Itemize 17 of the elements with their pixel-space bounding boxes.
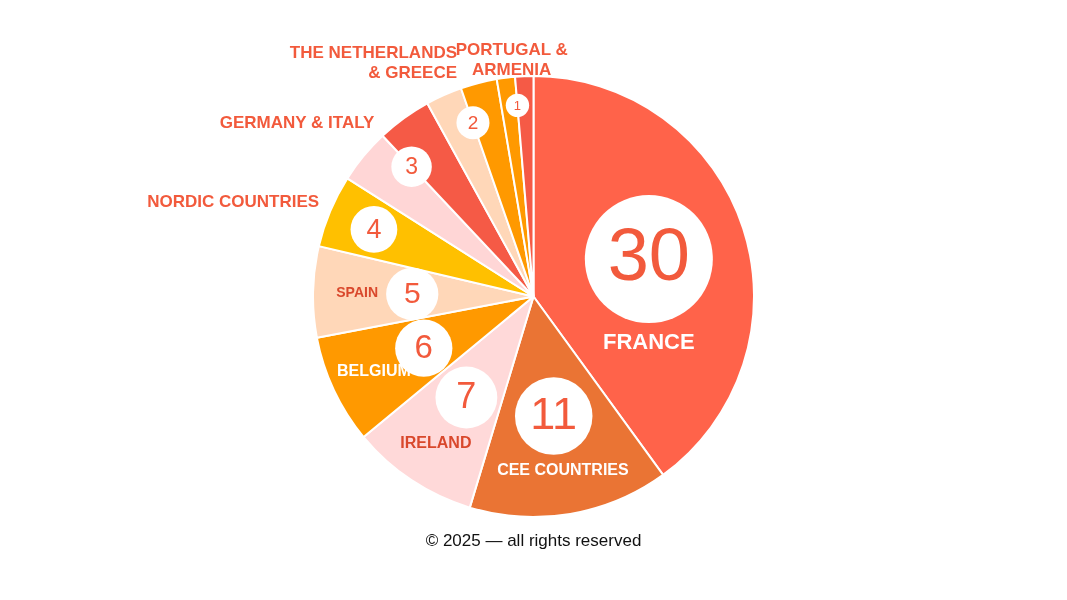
data-label: 5 <box>403 276 421 310</box>
data-label: 30 <box>607 213 690 297</box>
data-label: 3 <box>405 153 418 179</box>
data-label: 7 <box>456 375 477 417</box>
slice-label: NORDIC COUNTRIES <box>147 192 320 212</box>
slice-label: IRELAND <box>400 433 472 451</box>
slice-label: FRANCE <box>603 329 695 355</box>
slice-label: THE NETHERLANDS & GREECE <box>289 42 458 82</box>
slice-label: SPAIN <box>336 283 379 300</box>
slice-label: CEE COUNTRIES <box>497 460 630 478</box>
data-label: 4 <box>366 213 382 244</box>
data-label: 6 <box>414 328 433 366</box>
data-label: 11 <box>530 388 578 440</box>
slice-label: GERMANY & ITALY <box>219 112 375 132</box>
text: © 2025 — all rights reserved <box>425 530 642 550</box>
data-label: 1 <box>513 97 522 113</box>
data-label: 2 <box>467 111 479 133</box>
